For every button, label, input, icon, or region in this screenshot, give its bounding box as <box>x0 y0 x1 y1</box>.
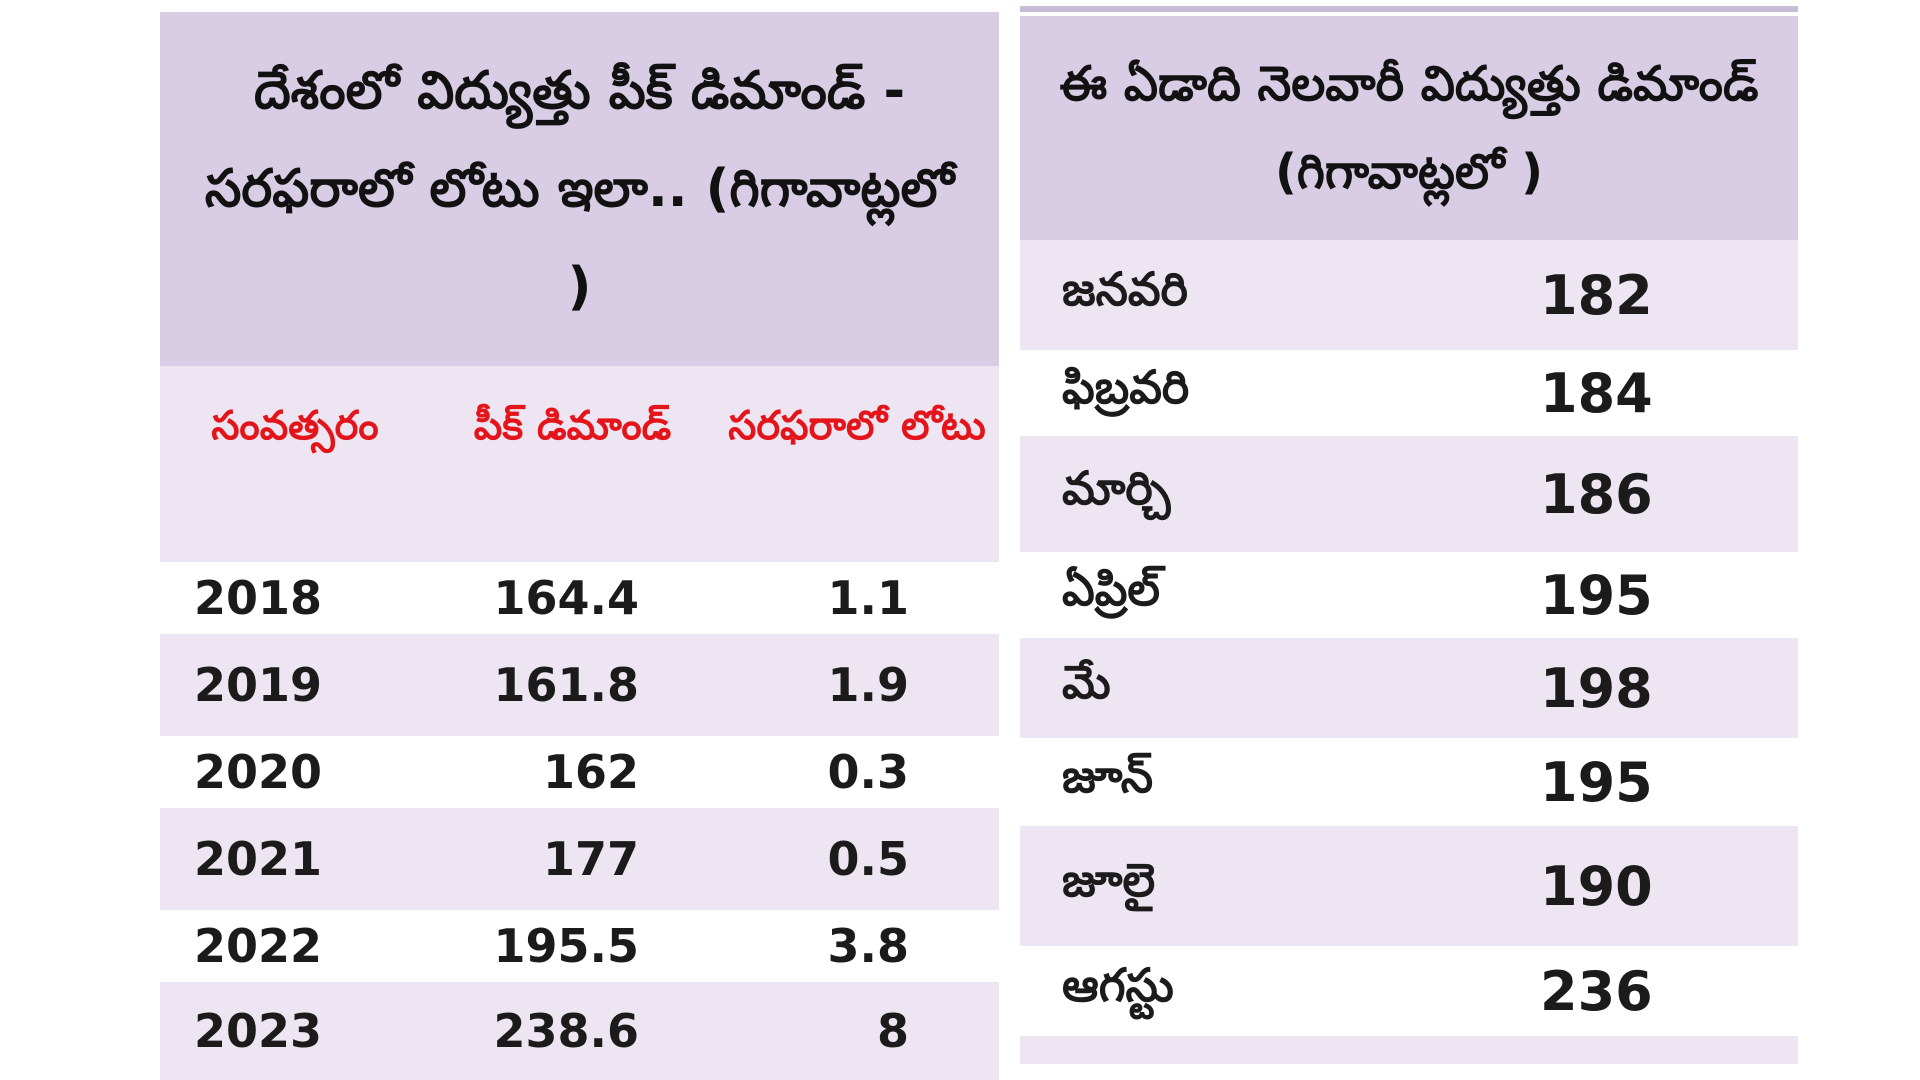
demand-value-cell: 182 <box>1540 263 1653 327</box>
peak-demand-column-headers: సంవత్సరం పీక్ డిమాండ్ సరఫరాలో లోటు <box>160 366 999 562</box>
table-row: మార్చి 186 <box>1020 436 1798 552</box>
demand-value-cell: 198 <box>1540 656 1653 720</box>
month-cell: మే <box>1062 655 1111 709</box>
peak-demand-cell: 164.4 <box>493 571 639 625</box>
peak-demand-table-title: దేశంలో విద్యుత్తు పీక్ డిమాండ్ - సరఫరాలో… <box>160 12 999 366</box>
table-row: జనవరి 182 <box>1020 240 1798 350</box>
peak-demand-cell: 238.6 <box>493 1004 639 1058</box>
demand-value-cell: 186 <box>1540 462 1653 526</box>
deficit-cell: 8 <box>876 1004 909 1058</box>
table-row: ఆగస్టు 236 <box>1020 946 1798 1036</box>
demand-value-cell: 184 <box>1540 361 1653 425</box>
peak-demand-cell: 161.8 <box>493 658 639 712</box>
peak-demand-cell: 195.5 <box>493 919 639 973</box>
year-cell: 2023 <box>194 1004 323 1058</box>
demand-value-cell: 195 <box>1540 750 1653 814</box>
table-row: మే 198 <box>1020 638 1798 738</box>
table-row: ఫిబ్రవరి 184 <box>1020 350 1798 436</box>
top-divider <box>1020 6 1798 12</box>
table-footer-strip <box>1020 1036 1798 1064</box>
peak-demand-table: దేశంలో విద్యుత్తు పీక్ డిమాండ్ - సరఫరాలో… <box>160 0 999 1080</box>
deficit-cell: 0.3 <box>827 745 910 799</box>
month-cell: మార్చి <box>1062 461 1171 515</box>
monthly-demand-table-title: ఈ ఏడాది నెలవారీ విద్యుత్తు డిమాండ్ (గిగా… <box>1020 16 1798 240</box>
year-cell: 2021 <box>194 832 323 886</box>
table-row: జూన్ 195 <box>1020 738 1798 826</box>
demand-value-cell: 236 <box>1540 959 1653 1023</box>
deficit-cell: 1.9 <box>827 658 910 712</box>
column-header-peak-demand: పీక్ డిమాండ్ <box>473 403 672 449</box>
monthly-demand-table: ఈ ఏడాది నెలవారీ విద్యుత్తు డిమాండ్ (గిగా… <box>1020 0 1798 1080</box>
table-row: 2020 162 0.3 <box>160 736 999 808</box>
month-cell: ఫిబ్రవరి <box>1062 360 1190 414</box>
deficit-cell: 0.5 <box>827 832 910 886</box>
peak-demand-cell: 177 <box>542 832 639 886</box>
year-cell: 2020 <box>194 745 323 799</box>
deficit-cell: 1.1 <box>827 571 910 625</box>
table-row: 2023 238.6 8 <box>160 982 999 1080</box>
year-cell: 2018 <box>194 571 323 625</box>
column-header-year: సంవత్సరం <box>211 403 379 449</box>
year-cell: 2019 <box>194 658 323 712</box>
demand-value-cell: 190 <box>1540 854 1653 918</box>
table-row: 2019 161.8 1.9 <box>160 634 999 736</box>
year-cell: 2022 <box>194 919 323 973</box>
month-cell: ఆగస్టు <box>1062 958 1174 1012</box>
table-row: ఏప్రిల్ 195 <box>1020 552 1798 638</box>
month-cell: జూలై <box>1062 853 1156 907</box>
table-row: 2022 195.5 3.8 <box>160 910 999 982</box>
month-cell: జూన్ <box>1062 749 1154 803</box>
table-row: 2018 164.4 1.1 <box>160 562 999 634</box>
table-row: జూలై 190 <box>1020 826 1798 946</box>
month-cell: జనవరి <box>1062 262 1188 316</box>
peak-demand-cell: 162 <box>542 745 639 799</box>
deficit-cell: 3.8 <box>827 919 910 973</box>
column-header-supply-deficit: సరఫరాలో లోటు <box>728 403 986 449</box>
table-row: 2021 177 0.5 <box>160 808 999 910</box>
demand-value-cell: 195 <box>1540 563 1653 627</box>
month-cell: ఏప్రిల్ <box>1062 562 1161 616</box>
